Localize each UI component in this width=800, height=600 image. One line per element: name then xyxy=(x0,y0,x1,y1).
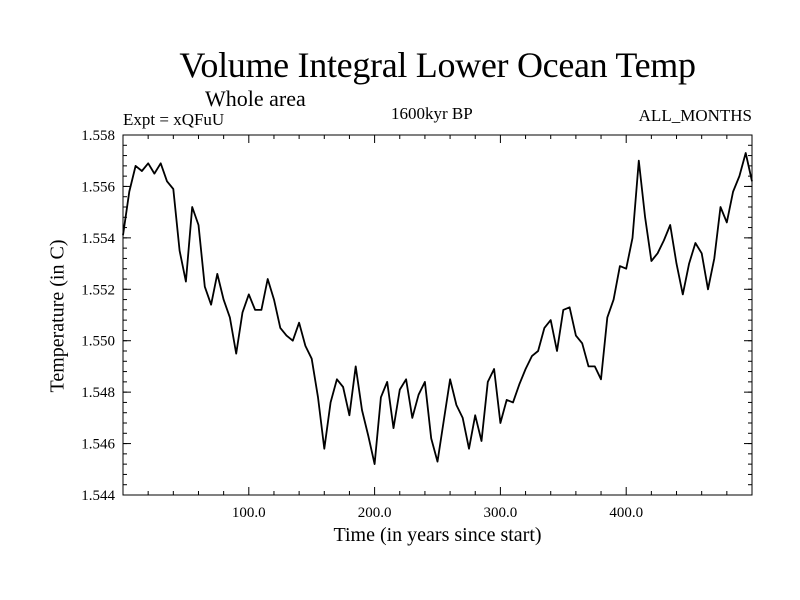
y-tick-label: 1.554 xyxy=(81,231,115,247)
x-tick-label: 100.0 xyxy=(232,505,266,521)
epoch-label: 1600kyr BP xyxy=(391,104,473,123)
chart-title: Volume Integral Lower Ocean Temp xyxy=(179,45,696,85)
x-tick-label: 400.0 xyxy=(609,505,643,521)
x-axis-label: Time (in years since start) xyxy=(333,524,542,546)
x-tick-label: 300.0 xyxy=(484,505,518,521)
plot-frame xyxy=(122,134,753,496)
chart-subtitle: Whole area xyxy=(205,86,306,111)
x-tick-label: 200.0 xyxy=(358,505,392,521)
months-label: ALL_MONTHS xyxy=(638,106,752,125)
y-tick-label: 1.556 xyxy=(81,179,115,195)
y-tick-label: 1.548 xyxy=(81,385,115,401)
y-tick-label: 1.558 xyxy=(81,128,115,144)
y-tick-label: 1.552 xyxy=(81,282,115,298)
y-tick-label: 1.550 xyxy=(81,334,115,350)
y-tick-label: 1.544 xyxy=(81,488,115,504)
series-line xyxy=(122,152,753,466)
experiment-label: Expt = xQFuU xyxy=(123,110,225,129)
y-tick-label: 1.546 xyxy=(81,437,115,453)
